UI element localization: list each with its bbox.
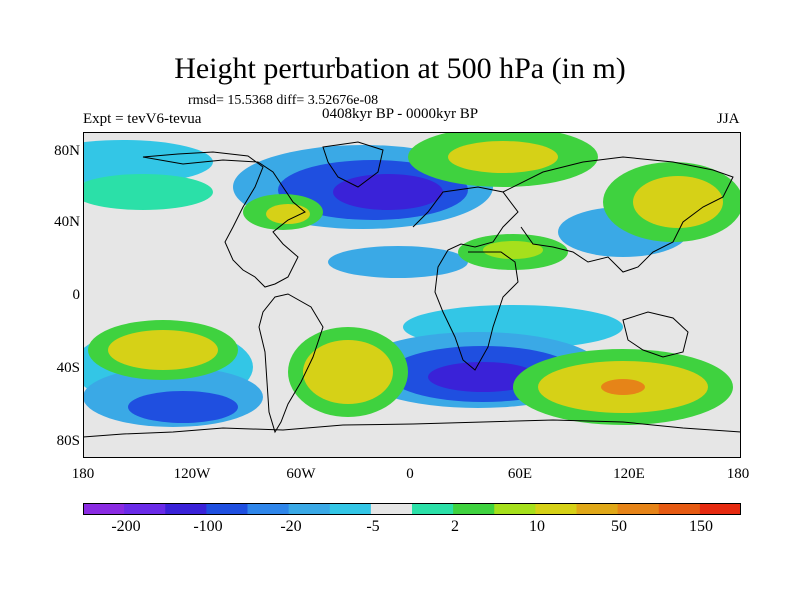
anomaly-region: [83, 174, 213, 210]
y-tick-80n: 80N: [54, 143, 80, 159]
colorbar-cell: [535, 503, 578, 515]
x-tick-60w: 60W: [286, 466, 316, 482]
colorbar-label-5: 2: [451, 518, 459, 535]
anomaly-region: [83, 140, 213, 184]
map-frame: [83, 132, 741, 458]
colorbar-cell: [329, 503, 372, 515]
x-tick-0: 0: [406, 466, 414, 482]
colorbar: [83, 503, 741, 515]
experiment-label: Expt = tevV6-tevua: [83, 111, 202, 127]
anomaly-region: [128, 391, 238, 423]
colorbar-label-3: -20: [280, 518, 302, 535]
anomaly-region: [448, 141, 558, 173]
perturbation-field: [83, 132, 741, 427]
period-label: 0408kyr BP - 0000kyr BP: [322, 106, 479, 122]
coast-australia: [622, 311, 689, 358]
anomaly-region: [108, 330, 218, 370]
anomaly-region: [428, 362, 538, 392]
colorbar-cell: [699, 503, 741, 515]
x-tick-180-left: 180: [71, 466, 95, 482]
y-tick-40s: 40S: [56, 360, 80, 376]
anomaly-region: [328, 246, 468, 278]
colorbar-cell: [206, 503, 249, 515]
colorbar-label-8: 150: [689, 518, 713, 535]
x-tick-60e: 60E: [507, 466, 533, 482]
colorbar-cell: [83, 503, 125, 515]
map-panel: [83, 132, 741, 458]
colorbar-cell: [453, 503, 495, 515]
colorbar-cell: [165, 503, 207, 515]
coast-antarctica: [83, 419, 741, 438]
colorbar-label-1: -200: [111, 518, 141, 535]
anomaly-region: [601, 379, 645, 395]
colorbar-cell: [412, 503, 454, 515]
x-tick-120w: 120W: [173, 466, 211, 482]
anomaly-region: [266, 204, 310, 224]
plot-title: Height perturbation at 500 hPa (in m): [174, 52, 626, 85]
stats-text: rmsd= 15.5368 diff= 3.52676e-08: [188, 93, 379, 108]
colorbar-cell: [658, 503, 701, 515]
y-tick-40n: 40N: [54, 214, 80, 230]
colorbar-cell: [494, 503, 536, 515]
coast-north-america: [142, 151, 306, 288]
colorbar-cell: [247, 503, 290, 515]
anomaly-region: [303, 340, 393, 404]
coast-asia: [502, 156, 734, 273]
colorbar-cell: [370, 503, 413, 515]
coastlines: [83, 141, 741, 438]
coast-south-america: [258, 293, 324, 434]
coast-greenland: [322, 141, 384, 188]
colorbar-label-7: 50: [611, 518, 627, 535]
colorbar-cell: [576, 503, 619, 515]
y-tick-80s: 80S: [56, 433, 80, 449]
anomaly-region: [333, 174, 443, 210]
x-tick-120e: 120E: [613, 466, 645, 482]
anomaly-region: [633, 176, 723, 228]
colorbar-cell: [617, 503, 660, 515]
colorbar-cell: [288, 503, 331, 515]
colorbar-label-4: -5: [366, 518, 380, 535]
colorbar-label-2: -100: [193, 518, 223, 535]
season-label: JJA: [717, 111, 740, 127]
colorbar-label-6: 10: [529, 518, 545, 535]
y-tick-0: 0: [72, 287, 81, 303]
anomaly-region: [483, 241, 543, 259]
colorbar-cell: [124, 503, 166, 515]
x-tick-180-right: 180: [726, 466, 750, 482]
